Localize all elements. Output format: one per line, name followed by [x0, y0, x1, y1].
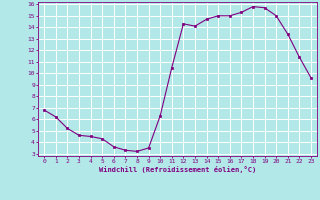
X-axis label: Windchill (Refroidissement éolien,°C): Windchill (Refroidissement éolien,°C): [99, 166, 256, 173]
